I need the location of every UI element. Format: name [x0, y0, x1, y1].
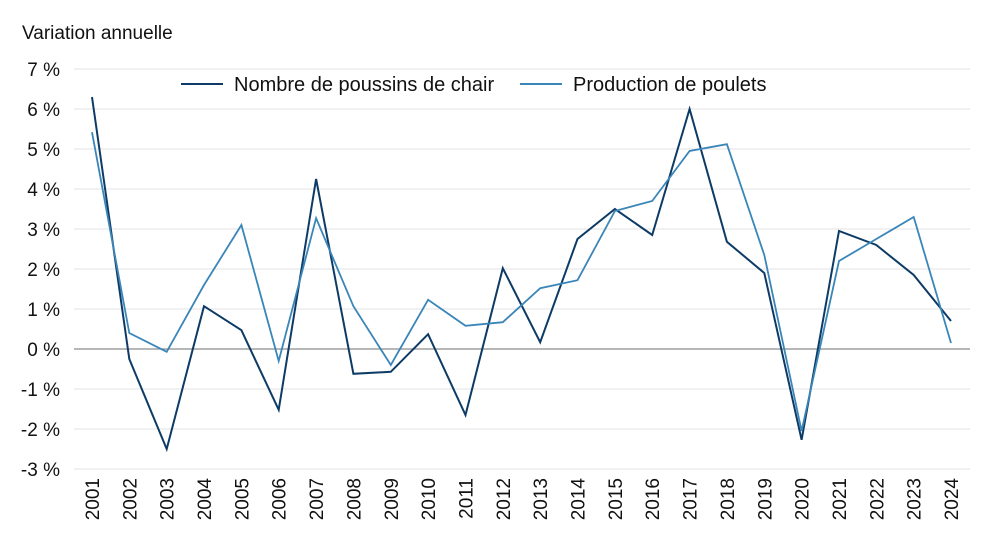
y-axis-label: Variation annuelle	[22, 23, 173, 44]
x-tick-label: 2002	[120, 478, 141, 520]
legend-label-2: Production de poulets	[573, 74, 766, 96]
series-line-2	[91, 132, 952, 432]
series-line-1	[91, 96, 952, 453]
y-tick-label: 7 %	[27, 60, 60, 81]
x-tick-label: 2015	[606, 478, 627, 520]
x-tick-label: 2003	[158, 478, 179, 520]
x-tick-label: 2008	[344, 478, 365, 520]
x-tick-label: 2023	[905, 478, 926, 520]
x-tick-label: 2001	[83, 478, 104, 520]
y-tick-label: 1 %	[27, 300, 60, 321]
x-tick-label: 2005	[232, 478, 253, 520]
y-tick-labels: -3 % -2 % -1 % 0 % 1 % 2 % 3 % 4 % 5 % 6 % 7 %	[21, 60, 60, 481]
x-tick-label: 2017	[681, 478, 702, 520]
x-tick-label: 2006	[270, 478, 291, 520]
x-tick-labels: 2001 2002 2003 2004 2005 2006 2007 2008 2009 2010…	[83, 478, 963, 521]
y-tick-label: 2 %	[27, 260, 60, 281]
x-tick-label: 2010	[419, 478, 440, 520]
x-tick-label: 2007	[307, 478, 328, 520]
x-tick-label: 2019	[755, 478, 776, 520]
y-tick-label: 6 %	[27, 100, 60, 121]
x-tick-label: 2024	[942, 478, 963, 521]
grid-lines	[74, 68, 970, 470]
y-tick-label: 0 %	[27, 340, 60, 361]
series-lines	[91, 96, 952, 453]
x-tick-label: 2004	[195, 478, 216, 521]
y-tick-label: 5 %	[27, 140, 60, 161]
x-tick-label: 2021	[830, 478, 851, 520]
x-tick-label: 2012	[494, 478, 515, 520]
y-tick-label: -2 %	[21, 420, 60, 441]
x-tick-label: 2016	[643, 478, 664, 520]
legend-label-1: Nombre de poussins de chair	[234, 74, 494, 96]
x-tick-label: 2009	[382, 478, 403, 520]
y-tick-label: 4 %	[27, 180, 60, 201]
x-tick-label: 2022	[867, 478, 888, 520]
x-tick-label: 2018	[718, 478, 739, 520]
x-tick-label: 2020	[793, 478, 814, 520]
x-tick-label: 2011	[456, 478, 477, 519]
y-tick-label: -1 %	[21, 380, 60, 401]
legend: Nombre de poussins de chair Production de…	[181, 74, 766, 96]
y-tick-label: 3 %	[27, 220, 60, 241]
y-tick-label: -3 %	[21, 460, 60, 481]
x-tick-label: 2013	[531, 478, 552, 520]
x-tick-label: 2014	[569, 478, 590, 521]
